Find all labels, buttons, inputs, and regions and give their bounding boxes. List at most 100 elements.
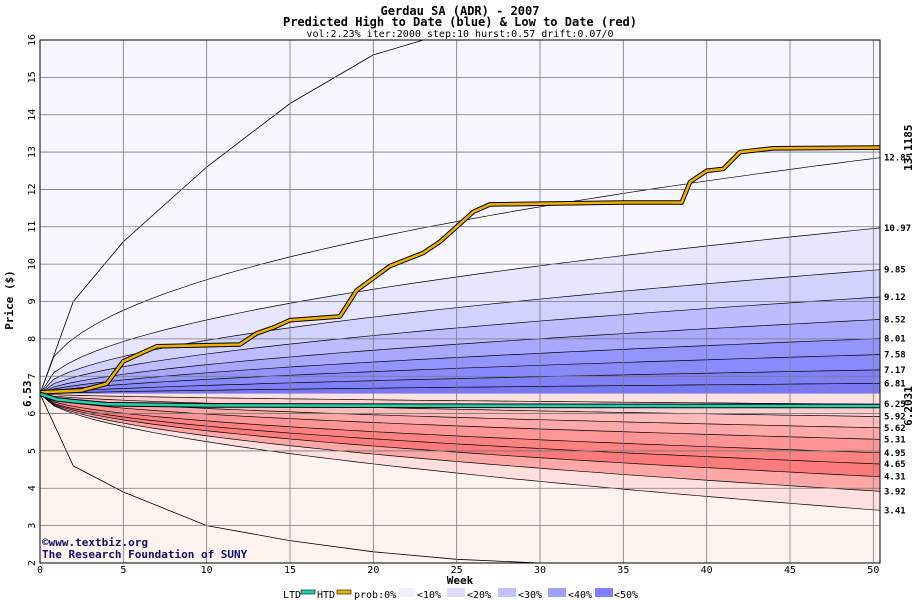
lower-band-2 bbox=[40, 393, 880, 428]
upper-level-5: 8.01 bbox=[884, 334, 906, 344]
y-axis-label: Price ($) bbox=[3, 270, 16, 330]
legend-swatch-1 bbox=[447, 588, 465, 597]
upper-level-1: 10.97 bbox=[884, 224, 911, 234]
chart-subtitle: Predicted High to Date (blue) & Low to D… bbox=[283, 15, 637, 29]
htd-line bbox=[39, 146, 881, 394]
upper-contour-7 bbox=[39, 369, 881, 395]
ltd-line bbox=[39, 392, 881, 408]
legend-bin-3: <30% bbox=[518, 590, 542, 600]
lower-level-2: 5.62 bbox=[884, 424, 906, 434]
lower-level-0: 6.25 bbox=[884, 400, 906, 410]
y-tick-11: 11 bbox=[27, 221, 38, 233]
legend-swatch-0 bbox=[398, 588, 414, 597]
legend-swatch-4 bbox=[595, 588, 613, 597]
x-tick-0: 0 bbox=[37, 565, 43, 576]
y-tick-3: 3 bbox=[27, 523, 38, 529]
legend-swatch-2 bbox=[498, 588, 516, 597]
y-tick-12: 12 bbox=[27, 183, 38, 195]
x-tick-25: 25 bbox=[451, 565, 463, 576]
level-labels: 12.85 10.97 9.85 9.12 8.52 8.01 7.58 7.17 6.81 6.… bbox=[884, 154, 911, 517]
lower-contour-8 bbox=[39, 393, 881, 511]
plot-frame bbox=[39, 39, 881, 564]
upper-level-2: 9.85 bbox=[884, 266, 906, 276]
legend-htd-label: HTD bbox=[317, 590, 335, 600]
legend-htd-swatch bbox=[336, 589, 352, 595]
upper-band-2 bbox=[40, 269, 880, 394]
upper-level-8: 6.81 bbox=[884, 379, 906, 389]
lower-contour-4 bbox=[39, 393, 881, 454]
lower-level-8: 3.41 bbox=[884, 506, 906, 516]
lower-contour-0 bbox=[39, 393, 881, 405]
lower-band-0 bbox=[40, 393, 880, 405]
x-tick-10: 10 bbox=[201, 565, 213, 576]
y-tick-15: 15 bbox=[27, 71, 38, 83]
axes bbox=[39, 39, 881, 564]
lower-contour-5 bbox=[39, 393, 881, 465]
legend-bin-2: <20% bbox=[467, 590, 491, 600]
upper-band-0 bbox=[40, 157, 880, 394]
lower-level-7: 3.92 bbox=[884, 487, 906, 497]
lower-band-7 bbox=[40, 393, 880, 492]
upper-band-1 bbox=[40, 227, 880, 394]
y-tick-6: 6 bbox=[27, 411, 38, 417]
legend-bin-1: <10% bbox=[417, 590, 441, 600]
upper-level-0: 12.85 bbox=[884, 154, 911, 164]
y-tick-2: 2 bbox=[27, 560, 38, 566]
y-tick-14: 14 bbox=[27, 109, 38, 121]
lower-contour-6 bbox=[39, 393, 881, 478]
y-tick-5: 5 bbox=[27, 448, 38, 454]
x-tick-30: 30 bbox=[534, 565, 546, 576]
upper-band-5 bbox=[40, 338, 880, 394]
probability-bands bbox=[39, 157, 881, 511]
legend: LTD HTD prob:0% <10% <20% <30% <40% <50% bbox=[283, 588, 638, 600]
watermark-url: ©www.textbiz.org bbox=[42, 536, 148, 549]
upper-band-3 bbox=[40, 297, 880, 394]
lower-contour-1 bbox=[39, 393, 881, 417]
x-tick-15: 15 bbox=[284, 565, 296, 576]
y-tick-4: 4 bbox=[27, 485, 38, 491]
y-tick-8: 8 bbox=[27, 336, 38, 342]
lower-band-4 bbox=[40, 393, 880, 453]
upper-contour-6 bbox=[39, 354, 881, 395]
lower-band-6 bbox=[40, 393, 880, 477]
x-tick-5: 5 bbox=[120, 565, 126, 576]
lower-level-3: 5.31 bbox=[884, 435, 906, 445]
upper-band-4 bbox=[40, 319, 880, 394]
x-tick-labels: 0 5 10 15 20 25 30 35 40 45 50 bbox=[37, 565, 879, 576]
x-tick-50: 50 bbox=[867, 565, 879, 576]
upper-level-3: 9.12 bbox=[884, 293, 906, 303]
upper-contour-5 bbox=[39, 338, 881, 395]
y-tick-9: 9 bbox=[27, 298, 38, 304]
lower-band-5 bbox=[40, 393, 880, 464]
lower-level-1: 5.92 bbox=[884, 413, 906, 423]
htd-end-label: 13.1185 bbox=[902, 124, 915, 170]
lower-level-5: 4.65 bbox=[884, 460, 906, 470]
ltd-end-label: 6.2031 bbox=[902, 386, 915, 426]
lower-contour-3 bbox=[39, 393, 881, 440]
x-tick-20: 20 bbox=[367, 565, 379, 576]
x-tick-40: 40 bbox=[701, 565, 713, 576]
y-tick-10: 10 bbox=[27, 258, 38, 270]
lower-band-8 bbox=[40, 393, 880, 511]
x-axis-label: Week bbox=[447, 574, 474, 587]
lower-level-4: 4.95 bbox=[884, 449, 906, 459]
legend-prob-label: prob:0% bbox=[354, 590, 396, 600]
upper-level-6: 7.58 bbox=[884, 351, 906, 361]
lower-band-3 bbox=[40, 393, 880, 440]
legend-ltd-swatch bbox=[300, 589, 316, 595]
legend-swatch-3 bbox=[548, 588, 566, 597]
legend-bin-5: <50% bbox=[614, 590, 638, 600]
x-tick-35: 35 bbox=[617, 565, 629, 576]
x-tick-45: 45 bbox=[784, 565, 796, 576]
upper-band-8 bbox=[40, 383, 880, 394]
legend-bin-4: <40% bbox=[568, 590, 592, 600]
upper-contour-8 bbox=[39, 382, 881, 395]
series-lines bbox=[39, 145, 881, 409]
y-tick-16: 16 bbox=[27, 34, 38, 46]
y-tick-13: 13 bbox=[27, 146, 38, 158]
y-tick-labels: 2 3 4 5 6 7 8 9 10 11 12 13 14 15 16 bbox=[27, 34, 38, 566]
chart-params: vol:2.23% iter:2000 step:10 hurst:0.57 d… bbox=[306, 29, 613, 40]
upper-contour-3 bbox=[39, 296, 881, 395]
y-tick-7: 7 bbox=[27, 373, 38, 379]
